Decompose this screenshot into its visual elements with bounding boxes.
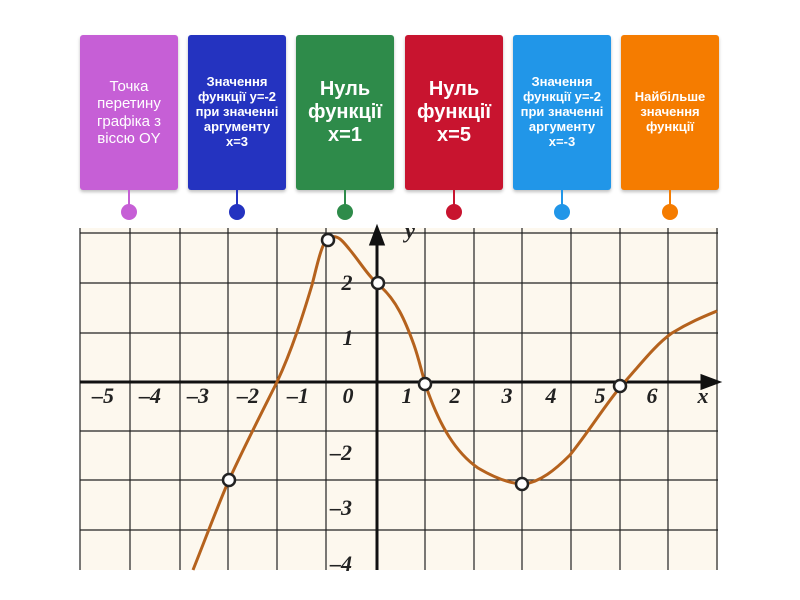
x-tick-label: 5 <box>595 383 606 408</box>
axes <box>80 223 723 570</box>
answer-card[interactable]: Найбільше значення функції <box>621 35 719 190</box>
y-tick-label: –3 <box>329 495 352 520</box>
x-axis-label: x <box>697 383 709 408</box>
x-tick-label: –5 <box>91 383 114 408</box>
card-pin <box>229 204 245 220</box>
answer-card[interactable]: Значення функції y=-2 при значенні аргум… <box>188 35 286 190</box>
x-tick-label: 6 <box>647 383 658 408</box>
answer-card[interactable]: Точка перетину графіка з віссю ОY <box>80 35 178 190</box>
card-stem <box>669 190 671 206</box>
x-tick-label: 0 <box>343 383 354 408</box>
card-pin <box>446 204 462 220</box>
y-tick-label: –4 <box>329 551 352 576</box>
x-tick-label: 3 <box>501 383 513 408</box>
card-stem <box>561 190 563 206</box>
y-axis-label: y <box>402 218 415 243</box>
y-tick-label: 1 <box>343 325 354 350</box>
card-stem <box>236 190 238 206</box>
card-pin <box>337 204 353 220</box>
x-tick-label: –4 <box>138 383 161 408</box>
x-tick-label: 4 <box>545 383 557 408</box>
y-tick-label: –2 <box>329 440 352 465</box>
x-tick-label: –2 <box>236 383 259 408</box>
x-tick-label: 2 <box>449 383 461 408</box>
answer-card[interactable]: Нуль функції x=1 <box>296 35 394 190</box>
card-stem <box>344 190 346 206</box>
card-pin <box>121 204 137 220</box>
graph-background <box>80 228 718 570</box>
card-stem <box>128 190 130 206</box>
grid <box>79 228 718 570</box>
x-tick-label: –1 <box>286 383 309 408</box>
card-pin <box>554 204 570 220</box>
card-stem <box>453 190 455 206</box>
x-tick-label: –3 <box>186 383 209 408</box>
answer-card[interactable]: Значення функції y=-2 при значенні аргум… <box>513 35 611 190</box>
y-tick-label: 2 <box>341 270 353 295</box>
card-pin <box>662 204 678 220</box>
answer-card[interactable]: Нуль функції x=5 <box>405 35 503 190</box>
x-tick-label: 1 <box>402 383 413 408</box>
target-points <box>221 232 628 492</box>
function-curve <box>191 235 718 571</box>
